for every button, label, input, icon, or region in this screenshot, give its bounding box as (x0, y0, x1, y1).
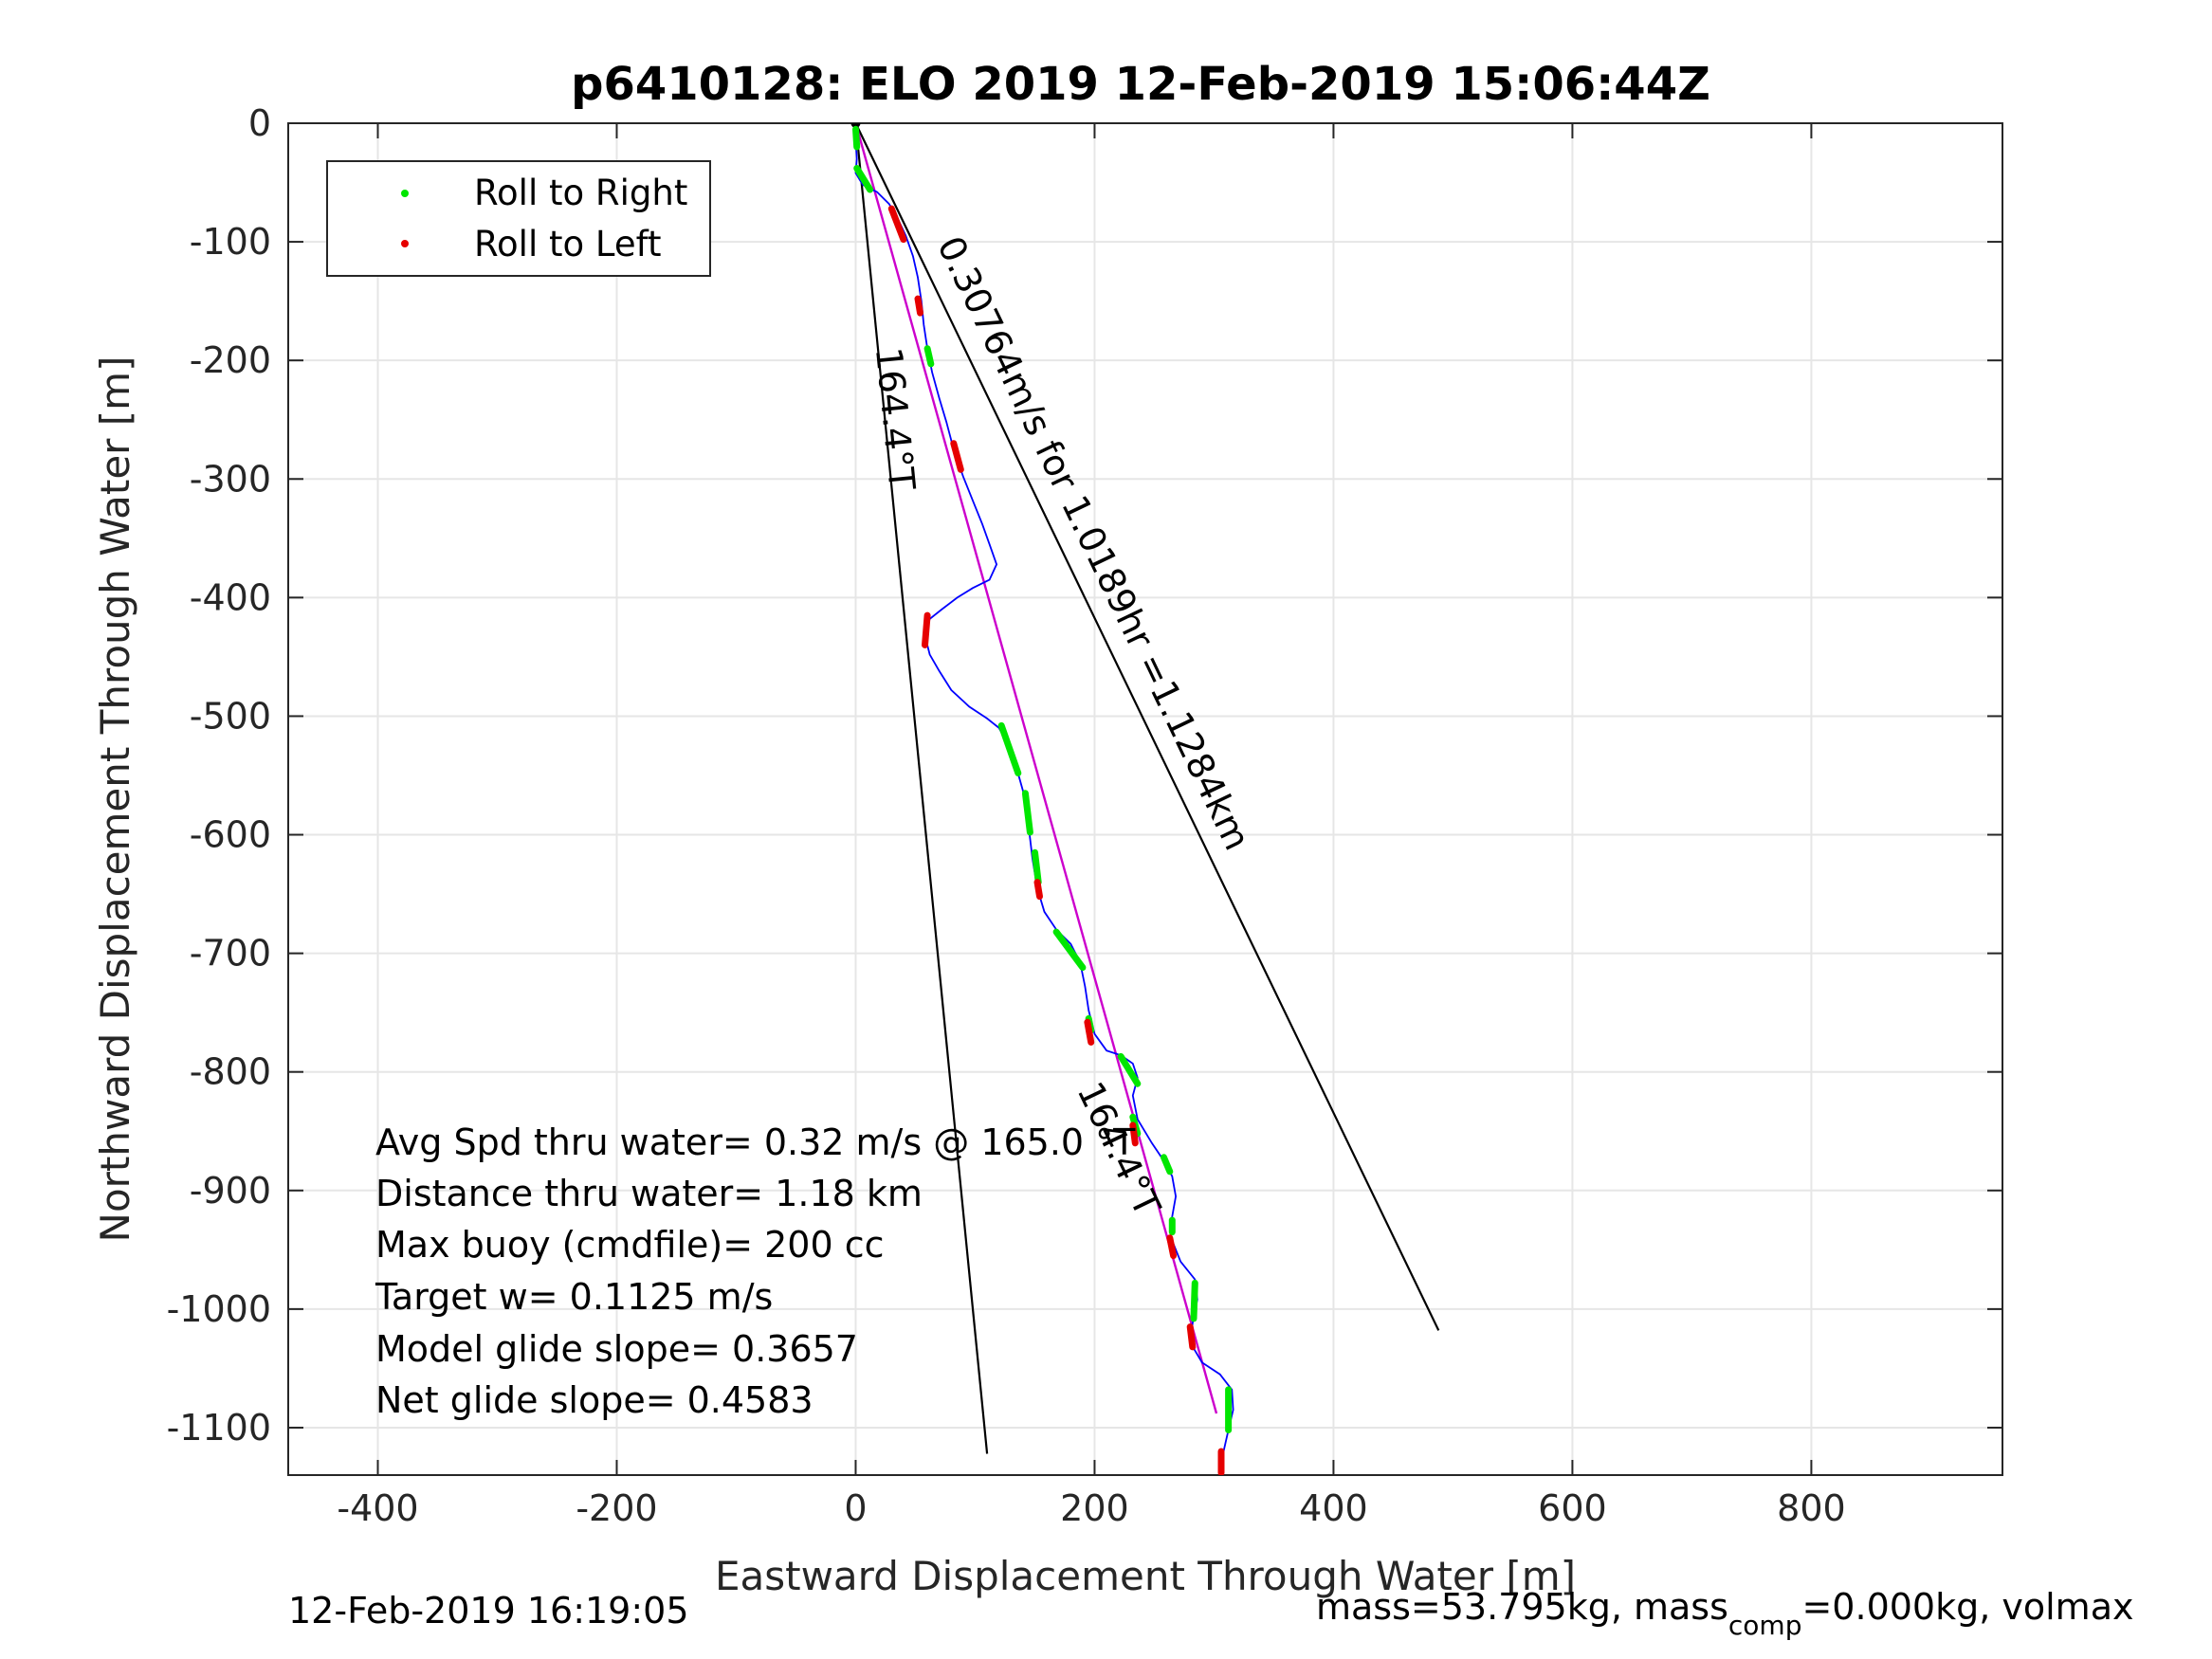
roll-right-segment (1161, 1154, 1174, 1176)
footer-mass: mass=53.795kg, masscomp=0.000kg, volmax (1316, 1586, 2133, 1641)
stat-net-glide: Net glide slope= 0.4583 (375, 1379, 814, 1421)
roll-left-segment (887, 205, 907, 244)
roll-left-segment (1186, 1323, 1197, 1351)
x-tick-label: 400 (1299, 1487, 1368, 1529)
y-tick-label: -500 (190, 695, 271, 737)
x-tick-label: 800 (1777, 1487, 1846, 1529)
heading-guide-line (854, 123, 989, 1454)
x-tick-label: 0 (844, 1487, 867, 1529)
heading-guide-line (854, 123, 1440, 1331)
roll-left-segment (1166, 1234, 1178, 1260)
roll-right-segment (923, 345, 935, 368)
y-tick-label: -600 (190, 814, 271, 856)
footer-timestamp: 12-Feb-2019 16:19:05 (288, 1590, 689, 1632)
chart-title: p6410128: ELO 2019 12-Feb-2019 15:06:44Z (571, 58, 1710, 111)
y-tick-label: -1100 (167, 1407, 271, 1449)
x-tick-label: -200 (576, 1487, 657, 1529)
roll-left-segment (1033, 879, 1043, 901)
net-displacement-line (854, 123, 1218, 1414)
y-tick-label: -300 (190, 458, 271, 500)
roll-right-segment (852, 125, 861, 151)
legend-label-roll-right: Roll to Right (474, 173, 687, 213)
x-tick-label: 200 (1060, 1487, 1129, 1529)
roll-left-segment (1084, 1018, 1095, 1046)
legend-box (326, 160, 711, 277)
legend-label-roll-left: Roll to Left (474, 224, 662, 264)
stat-distance: Distance thru water= 1.18 km (375, 1173, 923, 1214)
roll-left-segment (922, 611, 931, 648)
roll-right-series (852, 125, 1233, 1433)
y-tick-label: -200 (190, 339, 271, 381)
plot-area (287, 122, 2003, 1476)
guide-lines (854, 123, 1440, 1454)
y-tick-label: -100 (190, 221, 271, 263)
y-tick-label: 0 (248, 102, 271, 144)
legend: Roll to Right Roll to Left (326, 160, 711, 277)
stat-avg-speed: Avg Spd thru water= 0.32 m/s @ 165.0 °T (375, 1121, 1136, 1163)
grid (288, 122, 2002, 1475)
stat-target-w: Target w= 0.1125 m/s (375, 1276, 773, 1318)
annotation-text: 164.4°T (868, 345, 923, 492)
roll-left-segment (1129, 1121, 1139, 1147)
roll-right-segment (1052, 928, 1087, 972)
roll-right-segment (1032, 848, 1042, 886)
y-tick-label: -900 (190, 1170, 271, 1212)
y-axis-label: Northward Displacement Through Water [m] (92, 356, 138, 1243)
stat-max-buoy: Max buoy (cmdfile)= 200 cc (375, 1224, 885, 1266)
roll-right-segment (1021, 790, 1033, 836)
x-tick-label: -400 (337, 1487, 418, 1529)
stat-model-glide: Model glide slope= 0.3657 (375, 1328, 858, 1370)
roll-right-segment (1190, 1279, 1198, 1322)
net-glide-line (854, 123, 1218, 1414)
roll-right-segment (1117, 1052, 1142, 1087)
start-marker (850, 123, 861, 128)
x-axis-label: Eastward Displacement Through Water [m] (715, 1553, 1576, 1599)
legend-marker-roll-left (401, 240, 409, 247)
roll-right-segment (997, 721, 1022, 776)
stats-block: Avg Spd thru water= 0.32 m/s @ 165.0 °T … (375, 1121, 1136, 1421)
x-axis-ticks: -400 -200 0 200 400 600 800 (337, 123, 1846, 1529)
y-tick-label: -400 (190, 576, 271, 618)
y-tick-label: -800 (190, 1051, 271, 1093)
y-axis-ticks: 0 -100 -200 -300 -400 -500 -600 -700 -800 -900 -10… (167, 102, 2002, 1449)
y-tick-label: -1000 (167, 1288, 271, 1330)
y-tick-label: -700 (190, 933, 271, 975)
roll-left-series (887, 205, 1225, 1475)
x-tick-label: 600 (1538, 1487, 1607, 1529)
roll-right-segment (853, 165, 874, 193)
roll-left-segment (950, 440, 964, 473)
legend-marker-roll-right (401, 190, 409, 197)
roll-left-segment (914, 295, 923, 317)
